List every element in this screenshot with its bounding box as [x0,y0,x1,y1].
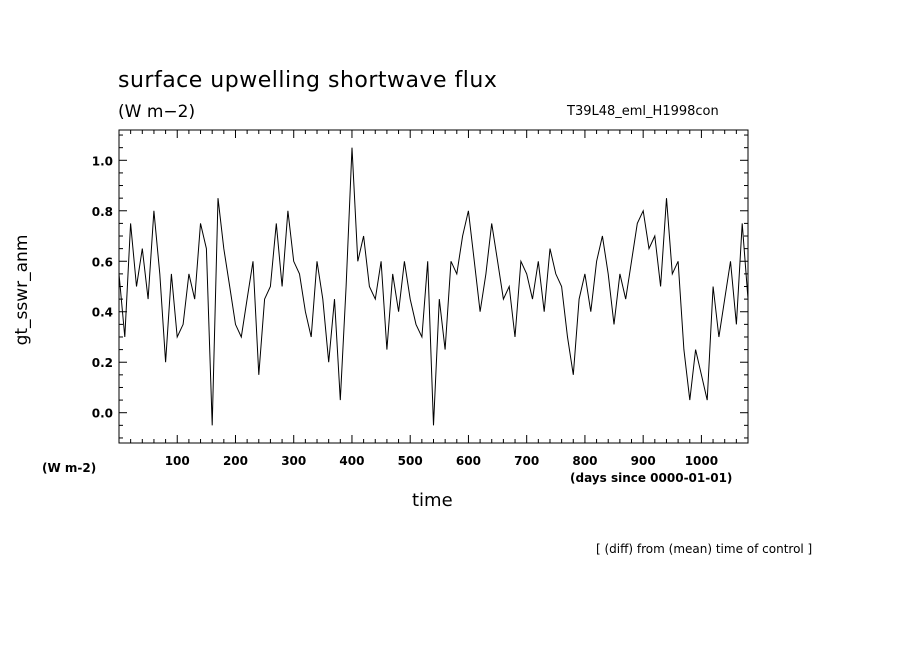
x-tick-label: 700 [514,454,539,468]
x-axis-units: (days since 0000-01-01) [570,471,733,485]
x-tick-label: 600 [456,454,481,468]
x-tick-label: 800 [572,454,597,468]
y-tick-label: 0.4 [92,306,113,320]
x-tick-label: 400 [339,454,364,468]
x-tick-label: 100 [165,454,190,468]
y-tick-label: 1.0 [92,154,113,168]
y-tick-label: 0.0 [92,407,113,421]
y-tick-label: 0.8 [92,205,113,219]
x-tick-label: 200 [223,454,248,468]
x-tick-label: 300 [281,454,306,468]
run-name: T39L48_eml_H1998con [567,104,719,119]
y-tick-label: 0.6 [92,255,113,269]
x-axis-label: time [412,490,453,511]
footnote: [ (diff) from (mean) time of control ] [596,542,813,556]
x-tick-label: 1000 [685,454,718,468]
y-tick-label: 0.2 [92,356,113,370]
series-group [118,147,749,426]
x-tick-label: 500 [398,454,423,468]
chart-units: (W m−2) [118,102,196,122]
tick-labels: 100 200 300 400 500 600 700 800 900 1000 0.0 0.2 0.4… [92,154,718,468]
axis-ticks [119,130,748,443]
series-line [118,147,749,426]
chart-title: surface upwelling shortwave flux [118,68,498,93]
y-axis-units: (W m-2) [42,461,97,475]
x-tick-label: 900 [631,454,656,468]
